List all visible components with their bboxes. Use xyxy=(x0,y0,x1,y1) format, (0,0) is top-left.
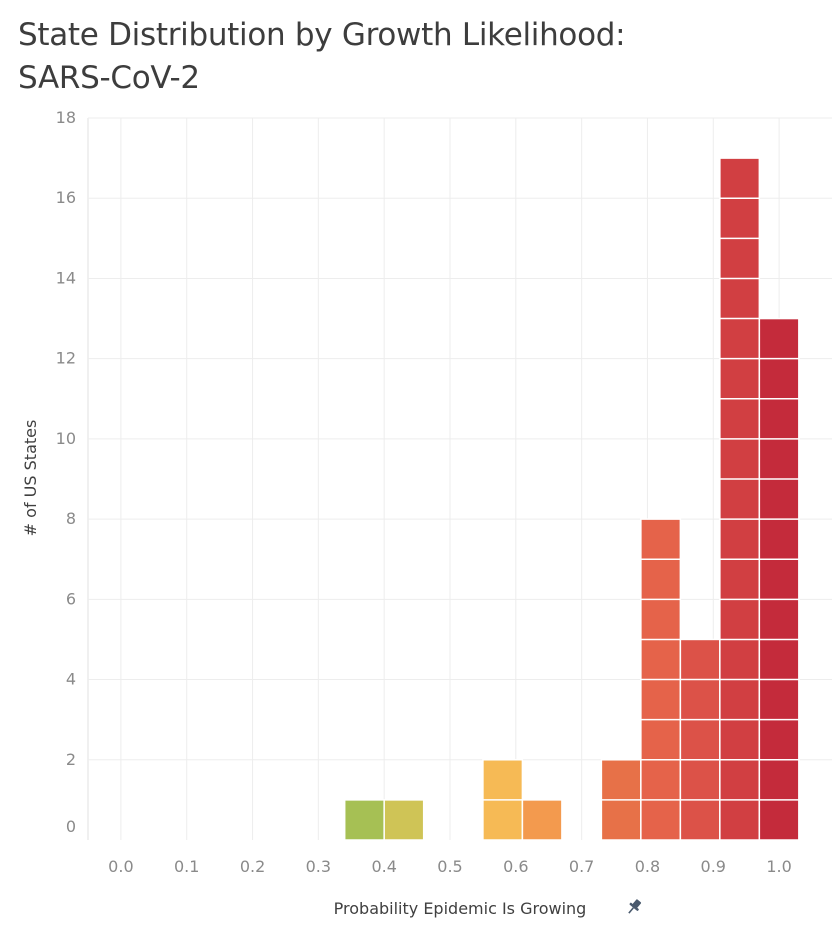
x-tick-label: 0.7 xyxy=(569,857,594,876)
histogram-bar xyxy=(640,518,682,841)
y-tick-label: 0 xyxy=(66,817,76,836)
x-axis-ticks: 0.0 0.1 0.2 0.3 0.4 0.5 0.6 0.7 0.8 0.9 1.0 xyxy=(108,857,792,876)
x-tick-label: 0.9 xyxy=(701,857,726,876)
histogram-bar xyxy=(482,759,524,841)
histogram-bar xyxy=(521,799,563,841)
bar-body xyxy=(719,157,761,841)
y-axis-title: # of US States xyxy=(21,420,40,537)
y-tick-label: 4 xyxy=(66,670,76,689)
y-tick-label: 18 xyxy=(56,108,76,127)
x-tick-label: 0.4 xyxy=(371,857,396,876)
bars xyxy=(343,157,800,841)
histogram-bar xyxy=(719,157,761,841)
bar-body xyxy=(383,799,425,841)
bar-body xyxy=(343,799,385,841)
chart-title-line-1: State Distribution by Growth Likelihood: xyxy=(18,17,626,53)
histogram-bar xyxy=(343,799,385,841)
bar-body xyxy=(758,317,800,841)
histogram-bar xyxy=(758,317,800,841)
histogram-bar xyxy=(600,759,642,841)
bar-body xyxy=(679,638,721,841)
grid-lines xyxy=(87,117,832,840)
pin-icon[interactable] xyxy=(624,897,644,917)
histogram-bar xyxy=(679,638,721,841)
chart-title-line-2: SARS-CoV-2 xyxy=(18,60,200,96)
x-tick-label: 0.6 xyxy=(503,857,528,876)
x-tick-label: 0.5 xyxy=(437,857,462,876)
y-tick-label: 16 xyxy=(56,188,76,207)
x-tick-label: 0.2 xyxy=(240,857,265,876)
y-tick-label: 14 xyxy=(56,268,76,287)
chart-title: State Distribution by Growth Likelihood:… xyxy=(18,14,818,100)
x-axis-title: Probability Epidemic Is Growing xyxy=(334,899,587,918)
y-tick-label: 12 xyxy=(56,349,76,368)
y-tick-label: 10 xyxy=(56,429,76,448)
bar-body xyxy=(521,799,563,841)
y-axis-ticks: 0 2 4 6 8 10 12 14 16 18 xyxy=(56,108,76,836)
x-tick-label: 0.3 xyxy=(306,857,331,876)
y-tick-label: 8 xyxy=(66,509,76,528)
x-tick-label: 0.1 xyxy=(174,857,199,876)
y-tick-label: 2 xyxy=(66,750,76,769)
x-tick-label: 1.0 xyxy=(766,857,791,876)
x-tick-label: 0.0 xyxy=(108,857,133,876)
histogram-bar xyxy=(383,799,425,841)
y-tick-label: 6 xyxy=(66,589,76,608)
x-tick-label: 0.8 xyxy=(635,857,660,876)
